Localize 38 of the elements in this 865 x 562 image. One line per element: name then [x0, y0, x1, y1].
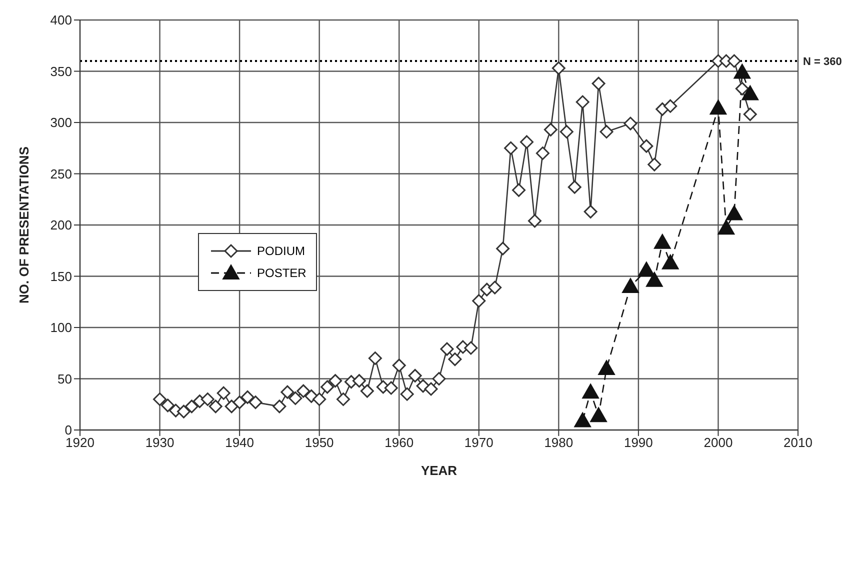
y-tick-label: 150 — [50, 268, 72, 284]
y-tick-label: 0 — [64, 422, 72, 438]
y-tick-label: 250 — [50, 166, 72, 182]
x-tick-label: 2010 — [784, 435, 812, 450]
x-tick-label: 1930 — [145, 435, 174, 450]
y-tick-label: 300 — [50, 115, 72, 130]
y-axis-title: NO. OF PRESENTATIONS — [16, 146, 32, 304]
point — [654, 234, 671, 249]
x-tick-label: 1990 — [624, 435, 653, 450]
point — [582, 384, 600, 399]
x-tick-label: 1950 — [304, 435, 334, 450]
x-tick-label: 1980 — [544, 435, 574, 450]
y-tick-label: 400 — [50, 12, 72, 28]
point — [726, 205, 743, 220]
point — [718, 220, 735, 235]
y-tick-label: 100 — [50, 320, 72, 336]
point — [622, 278, 639, 293]
point — [574, 412, 592, 428]
x-axis-title: YEAR — [420, 463, 458, 478]
x-tick-label: 1970 — [464, 435, 494, 450]
point — [710, 100, 727, 115]
x-tick-label: 1920 — [66, 435, 94, 450]
point — [742, 85, 759, 100]
point — [662, 254, 679, 270]
legend-label: PODIUM — [257, 244, 305, 258]
point — [598, 360, 616, 375]
x-tick-label: 2000 — [704, 435, 733, 450]
point — [646, 272, 663, 287]
legend-label: POSTER — [257, 266, 306, 280]
y-tick-label: 200 — [50, 218, 72, 233]
point — [590, 407, 608, 422]
x-tick-label: 1960 — [384, 435, 414, 450]
point — [734, 64, 751, 79]
ref-line-label: N = 360 — [803, 56, 842, 68]
point — [638, 262, 655, 277]
y-tick-label: 350 — [50, 64, 72, 79]
x-tick-label: 1940 — [225, 435, 254, 450]
y-tick-label: 50 — [58, 371, 72, 386]
